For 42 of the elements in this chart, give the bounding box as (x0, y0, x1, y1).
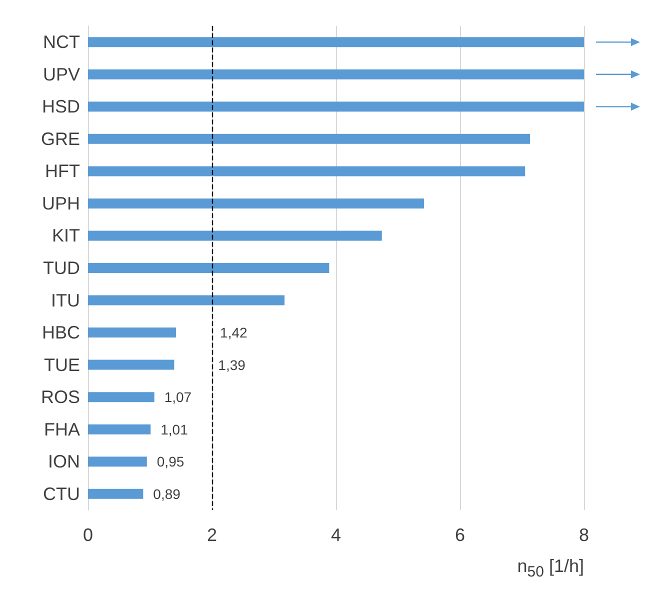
y-tick-label: TUD (43, 258, 80, 278)
data-label: 1,07 (164, 389, 192, 406)
bar (88, 37, 584, 48)
data-label: 1,01 (160, 421, 188, 438)
bar (88, 134, 530, 144)
x-tick-label: 0 (82, 525, 94, 545)
x-axis-title: n$_{50}$ [1/h] (517, 556, 584, 581)
data-label: 0,95 (156, 454, 184, 470)
y-tick-label: UPH (42, 193, 80, 214)
data-label: 0,89 (153, 486, 181, 502)
y-tick-label: ROS (40, 387, 80, 408)
y-tick-label: UPV (42, 64, 80, 84)
x-tick-label: 8 (578, 525, 590, 545)
bar (88, 263, 330, 273)
bar (88, 392, 154, 402)
x-tick-label: 2 (206, 525, 218, 545)
bar (88, 360, 174, 370)
y-tick-label: FHA (44, 419, 80, 440)
x-tick-label: 6 (454, 525, 466, 545)
y-tick-label: TUE (44, 354, 80, 375)
bar (88, 328, 176, 338)
data-label: 1,42 (220, 324, 248, 341)
y-tick-label: HFT (45, 161, 80, 182)
y-tick-label: KIT (52, 226, 80, 246)
y-tick-label: CTU (43, 484, 80, 504)
bar (88, 230, 382, 241)
bar (88, 456, 147, 467)
bar (88, 424, 151, 434)
bar (88, 102, 584, 112)
bar (88, 488, 144, 499)
x-tick-label: 4 (330, 525, 342, 545)
y-tick-label: ITU (51, 290, 80, 310)
y-tick-label: GRE (40, 128, 80, 149)
bar (88, 69, 584, 80)
y-tick-label: HSD (42, 96, 80, 117)
y-tick-label: ION (48, 452, 80, 472)
bar (88, 295, 285, 306)
data-label: 1,39 (218, 356, 246, 373)
bar (88, 198, 424, 208)
bar (88, 166, 526, 176)
y-tick-label: NCT (43, 32, 80, 52)
y-tick-label: HBC (42, 322, 80, 343)
